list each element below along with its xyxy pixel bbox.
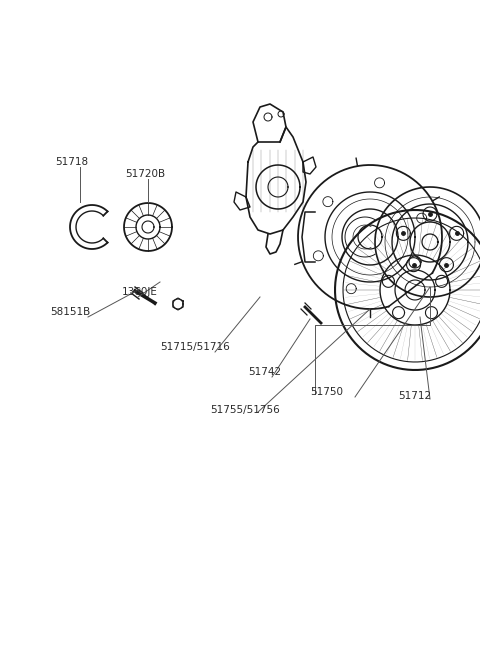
Text: 51718: 51718 (55, 157, 88, 167)
Text: 51720B: 51720B (125, 169, 165, 179)
Text: 51750: 51750 (310, 387, 343, 397)
Text: 1360JE: 1360JE (122, 287, 158, 297)
Text: 51755/51756: 51755/51756 (210, 405, 280, 415)
Text: 58151B: 58151B (50, 307, 90, 317)
Text: 51715/51716: 51715/51716 (160, 342, 230, 352)
Text: 51742: 51742 (248, 367, 281, 377)
Text: 51712: 51712 (398, 391, 431, 401)
